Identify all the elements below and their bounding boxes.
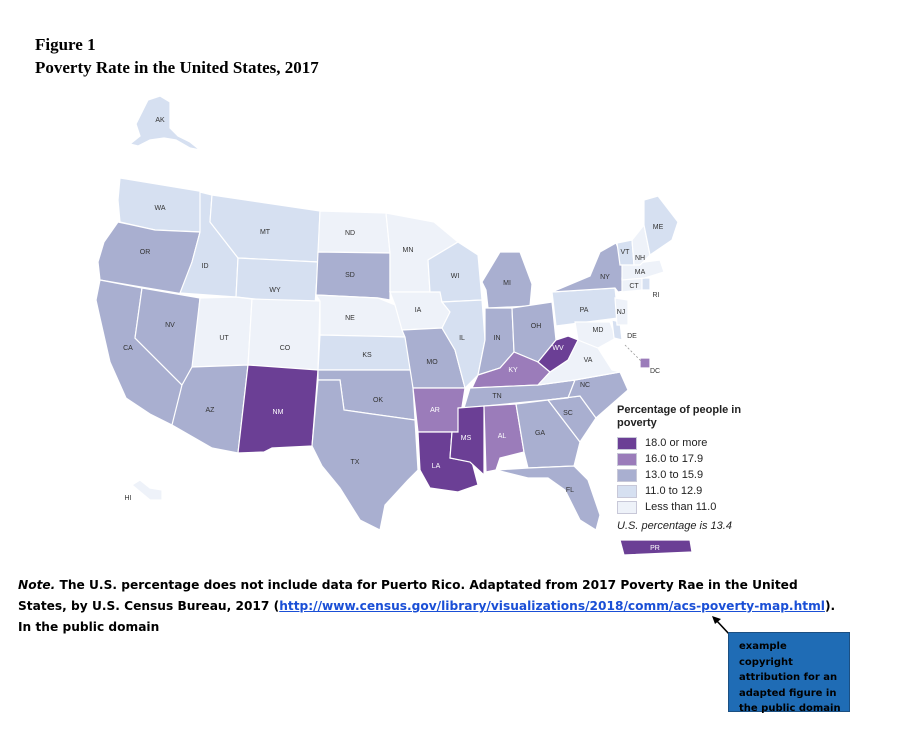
state-label-mi: MI (503, 280, 511, 287)
state-label-sc: SC (563, 410, 573, 417)
state-label-ga: GA (535, 430, 545, 437)
legend-item-label: 13.0 to 15.9 (645, 469, 704, 481)
state-dc (639, 357, 651, 369)
state-label-ak: AK (155, 117, 165, 124)
legend-item: 18.0 or more (617, 435, 777, 451)
state-label-ia: IA (415, 307, 422, 314)
state-label-wy: WY (269, 287, 281, 294)
legend-swatch (617, 500, 637, 514)
legend-item-label: 18.0 or more (645, 437, 708, 449)
state-label-nm: NM (273, 409, 284, 416)
legend-title: Percentage of people in poverty (617, 404, 742, 429)
state-label-mn: MN (403, 247, 414, 254)
state-hi (130, 479, 163, 501)
legend-item-label: 11.0 to 12.9 (645, 485, 703, 497)
state-label-nh: NH (635, 255, 645, 262)
state-label-oh: OH (531, 323, 542, 330)
state-label-md: MD (593, 327, 604, 334)
state-ak (128, 95, 201, 151)
state-label-mo: MO (426, 359, 438, 366)
state-label-ca: CA (123, 345, 133, 352)
state-ri (641, 277, 651, 291)
state-label-nv: NV (165, 322, 175, 329)
state-tx (311, 379, 419, 531)
state-label-tn: TN (492, 393, 501, 400)
figure-title: Poverty Rate in the United States, 2017 (35, 58, 319, 77)
state-ne (314, 294, 406, 338)
copyright-callout-box: example copyright attribution for an ada… (728, 632, 850, 714)
state-label-ri: RI (653, 292, 660, 299)
state-label-va: VA (584, 357, 593, 364)
state-label-me: ME (653, 224, 664, 231)
legend-swatch (617, 484, 637, 498)
state-label-nd: ND (345, 230, 355, 237)
state-label-al: AL (498, 433, 507, 440)
state-me (643, 195, 679, 257)
legend-us-percentage: U.S. percentage is 13.4 (617, 520, 732, 532)
state-label-pa: PA (580, 307, 589, 314)
state-label-ne: NE (345, 315, 355, 322)
state-label-ok: OK (373, 397, 383, 404)
state-label-in: IN (494, 335, 501, 342)
legend-item: 16.0 to 17.9 (617, 451, 777, 467)
state-label-or: OR (140, 249, 151, 256)
legend-item-label: Less than 11.0 (645, 501, 717, 513)
state-label-dc: DC (650, 368, 660, 375)
legend-swatch (617, 468, 637, 482)
state-co (247, 298, 321, 371)
state-label-de: DE (627, 333, 637, 340)
state-label-nj: NJ (617, 309, 626, 316)
state-label-ks: KS (362, 352, 372, 359)
census-source-link[interactable]: http://www.census.gov/library/visualizat… (279, 599, 825, 613)
legend-swatch (617, 452, 637, 466)
state-il (440, 299, 486, 390)
state-label-ky: KY (508, 367, 518, 374)
state-nj (614, 297, 629, 326)
state-label-nc: NC (580, 382, 590, 389)
state-label-il: IL (459, 335, 465, 342)
state-label-wa: WA (154, 205, 165, 212)
state-md (574, 321, 617, 349)
state-label-co: CO (280, 345, 291, 352)
note-label: Note. (18, 578, 56, 592)
state-label-az: AZ (206, 407, 216, 414)
state-label-ny: NY (600, 274, 610, 281)
state-label-ma: MA (635, 269, 646, 276)
state-label-la: LA (432, 463, 441, 470)
state-fl (495, 465, 601, 531)
state-label-ut: UT (219, 335, 229, 342)
state-label-wv: WV (552, 345, 564, 352)
state-or (97, 221, 201, 295)
state-nc (547, 371, 629, 419)
legend-item: Less than 11.0 (617, 499, 777, 515)
state-mi (481, 251, 533, 309)
state-label-hi: HI (125, 495, 132, 502)
state-label-fl: FL (566, 487, 574, 494)
state-label-ms: MS (461, 435, 472, 442)
state-label-ar: AR (430, 407, 440, 414)
state-pr (619, 539, 693, 556)
state-label-ct: CT (629, 283, 639, 290)
legend-item: 11.0 to 12.9 (617, 483, 777, 499)
state-label-wi: WI (451, 273, 460, 280)
note-text-before-link: The U.S. percentage does not include dat… (18, 578, 798, 613)
callout-arrow (712, 616, 731, 636)
state-label-id: ID (202, 263, 209, 270)
state-label-vt: VT (621, 249, 631, 256)
state-label-pr: PR (650, 545, 660, 552)
state-label-tx: TX (351, 459, 360, 466)
dc-leader-line (624, 344, 643, 363)
state-label-sd: SD (345, 272, 355, 279)
figure-note: Note. The U.S. percentage does not inclu… (18, 575, 838, 638)
legend-item-label: 16.0 to 17.9 (645, 453, 704, 465)
state-sd (315, 251, 391, 301)
us-poverty-map: AK WA OR CA NV ID MT WY UT CO AZ NM ND SD NE KS OK TX MN IA… (95, 95, 693, 556)
figure-label: Figure 1 (35, 35, 96, 54)
map-legend: Percentage of people in poverty 18.0 or … (617, 404, 777, 532)
legend-swatch (617, 436, 637, 450)
state-ut (191, 296, 253, 368)
state-label-mt: MT (260, 229, 271, 236)
note-text-after-link: ). In the public domain (18, 599, 836, 634)
legend-item: 13.0 to 15.9 (617, 467, 777, 483)
